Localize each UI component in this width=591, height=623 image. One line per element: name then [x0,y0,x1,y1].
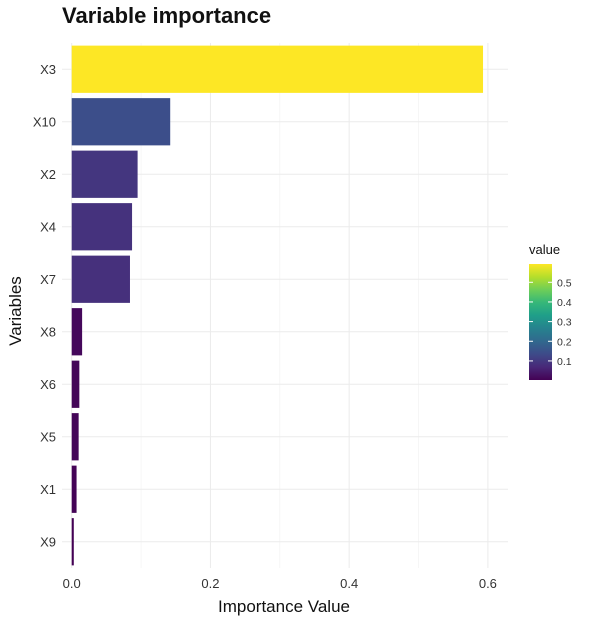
y-tick-label: X4 [40,219,56,234]
legend-tick-label: 0.3 [557,317,572,329]
legend-ticks: 0.1 0.2 0.3 0.4 0.5 [529,277,572,368]
y-axis-ticks: X3 X10 X2 X4 X7 X8 X6 X5 X1 X9 [33,62,56,550]
y-tick-label: X3 [40,62,56,77]
y-axis-title: Variables [6,276,25,346]
legend: value 0.1 0.2 0.3 0.4 0.5 [529,242,572,380]
x-tick-label: 0.2 [201,576,219,591]
bar-x8 [71,308,83,356]
bar-x3 [71,45,484,93]
y-tick-label: X1 [40,482,56,497]
x-tick-label: 0.0 [63,576,81,591]
legend-tick-label: 0.4 [557,297,572,309]
bar-x10 [71,98,171,146]
bar-x1 [71,465,77,513]
legend-tick-label: 0.1 [557,356,572,368]
bar-x6 [71,360,80,408]
y-tick-label: X7 [40,272,56,287]
y-tick-label: X5 [40,429,56,444]
y-tick-label: X10 [33,114,56,129]
legend-tick-label: 0.5 [557,277,572,289]
x-axis-ticks: 0.0 0.2 0.4 0.6 [63,576,497,591]
y-tick-label: X8 [40,324,56,339]
x-axis-title: Importance Value [218,597,350,616]
chart-title: Variable importance [62,3,271,28]
bars [71,45,484,566]
y-tick-label: X9 [40,534,56,549]
x-tick-label: 0.4 [340,576,358,591]
y-tick-label: X6 [40,377,56,392]
bar-x7 [71,255,130,303]
bar-x5 [71,413,79,461]
y-tick-label: X2 [40,167,56,182]
legend-title: value [529,242,560,257]
legend-tick-label: 0.2 [557,336,572,348]
x-tick-label: 0.6 [479,576,497,591]
grid [62,43,508,568]
bar-x4 [71,203,133,251]
bar-x2 [71,150,138,198]
bar-x9 [71,518,74,566]
colorbar [529,264,552,380]
